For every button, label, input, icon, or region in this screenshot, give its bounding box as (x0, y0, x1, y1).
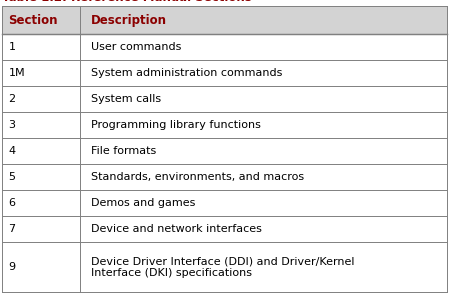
Bar (2, 216, 80, 242)
Text: System administration commands: System administration commands (91, 68, 282, 79)
Bar (2, 35, 80, 60)
Text: Demos and games: Demos and games (91, 198, 195, 208)
Text: Table 1.2: Reference Manual Sections: Table 1.2: Reference Manual Sections (2, 0, 252, 4)
Text: User commands: User commands (91, 42, 181, 52)
Text: System calls: System calls (91, 94, 161, 104)
Text: 3: 3 (9, 120, 15, 130)
Bar (80, 35, 447, 60)
Text: Standards, environments, and macros: Standards, environments, and macros (91, 172, 304, 182)
Bar (2, 60, 80, 86)
Bar (80, 216, 447, 242)
Bar (2, 138, 80, 164)
Bar (80, 60, 447, 86)
Text: 5: 5 (9, 172, 15, 182)
Text: File formats: File formats (91, 146, 156, 156)
Text: 1M: 1M (9, 68, 25, 79)
Text: Device and network interfaces: Device and network interfaces (91, 224, 262, 234)
Bar (2, 242, 80, 292)
Text: 2: 2 (9, 94, 16, 104)
Text: 9: 9 (9, 262, 16, 272)
Text: Section: Section (9, 14, 58, 27)
Bar (2, 112, 80, 138)
Bar (80, 242, 447, 292)
Bar (80, 6, 447, 35)
Text: 4: 4 (9, 146, 16, 156)
Text: 1: 1 (9, 42, 15, 52)
Bar (80, 190, 447, 216)
Text: 6: 6 (9, 198, 15, 208)
Text: Device Driver Interface (DDI) and Driver/Kernel
Interface (DKI) specifications: Device Driver Interface (DDI) and Driver… (91, 256, 355, 278)
Bar (2, 190, 80, 216)
Bar (2, 6, 80, 35)
Text: Description: Description (91, 14, 167, 27)
Bar (80, 112, 447, 138)
Bar (80, 86, 447, 112)
Bar (80, 164, 447, 190)
Bar (80, 138, 447, 164)
Bar (2, 164, 80, 190)
Text: Programming library functions: Programming library functions (91, 120, 261, 130)
Bar (2, 86, 80, 112)
Text: 7: 7 (9, 224, 16, 234)
